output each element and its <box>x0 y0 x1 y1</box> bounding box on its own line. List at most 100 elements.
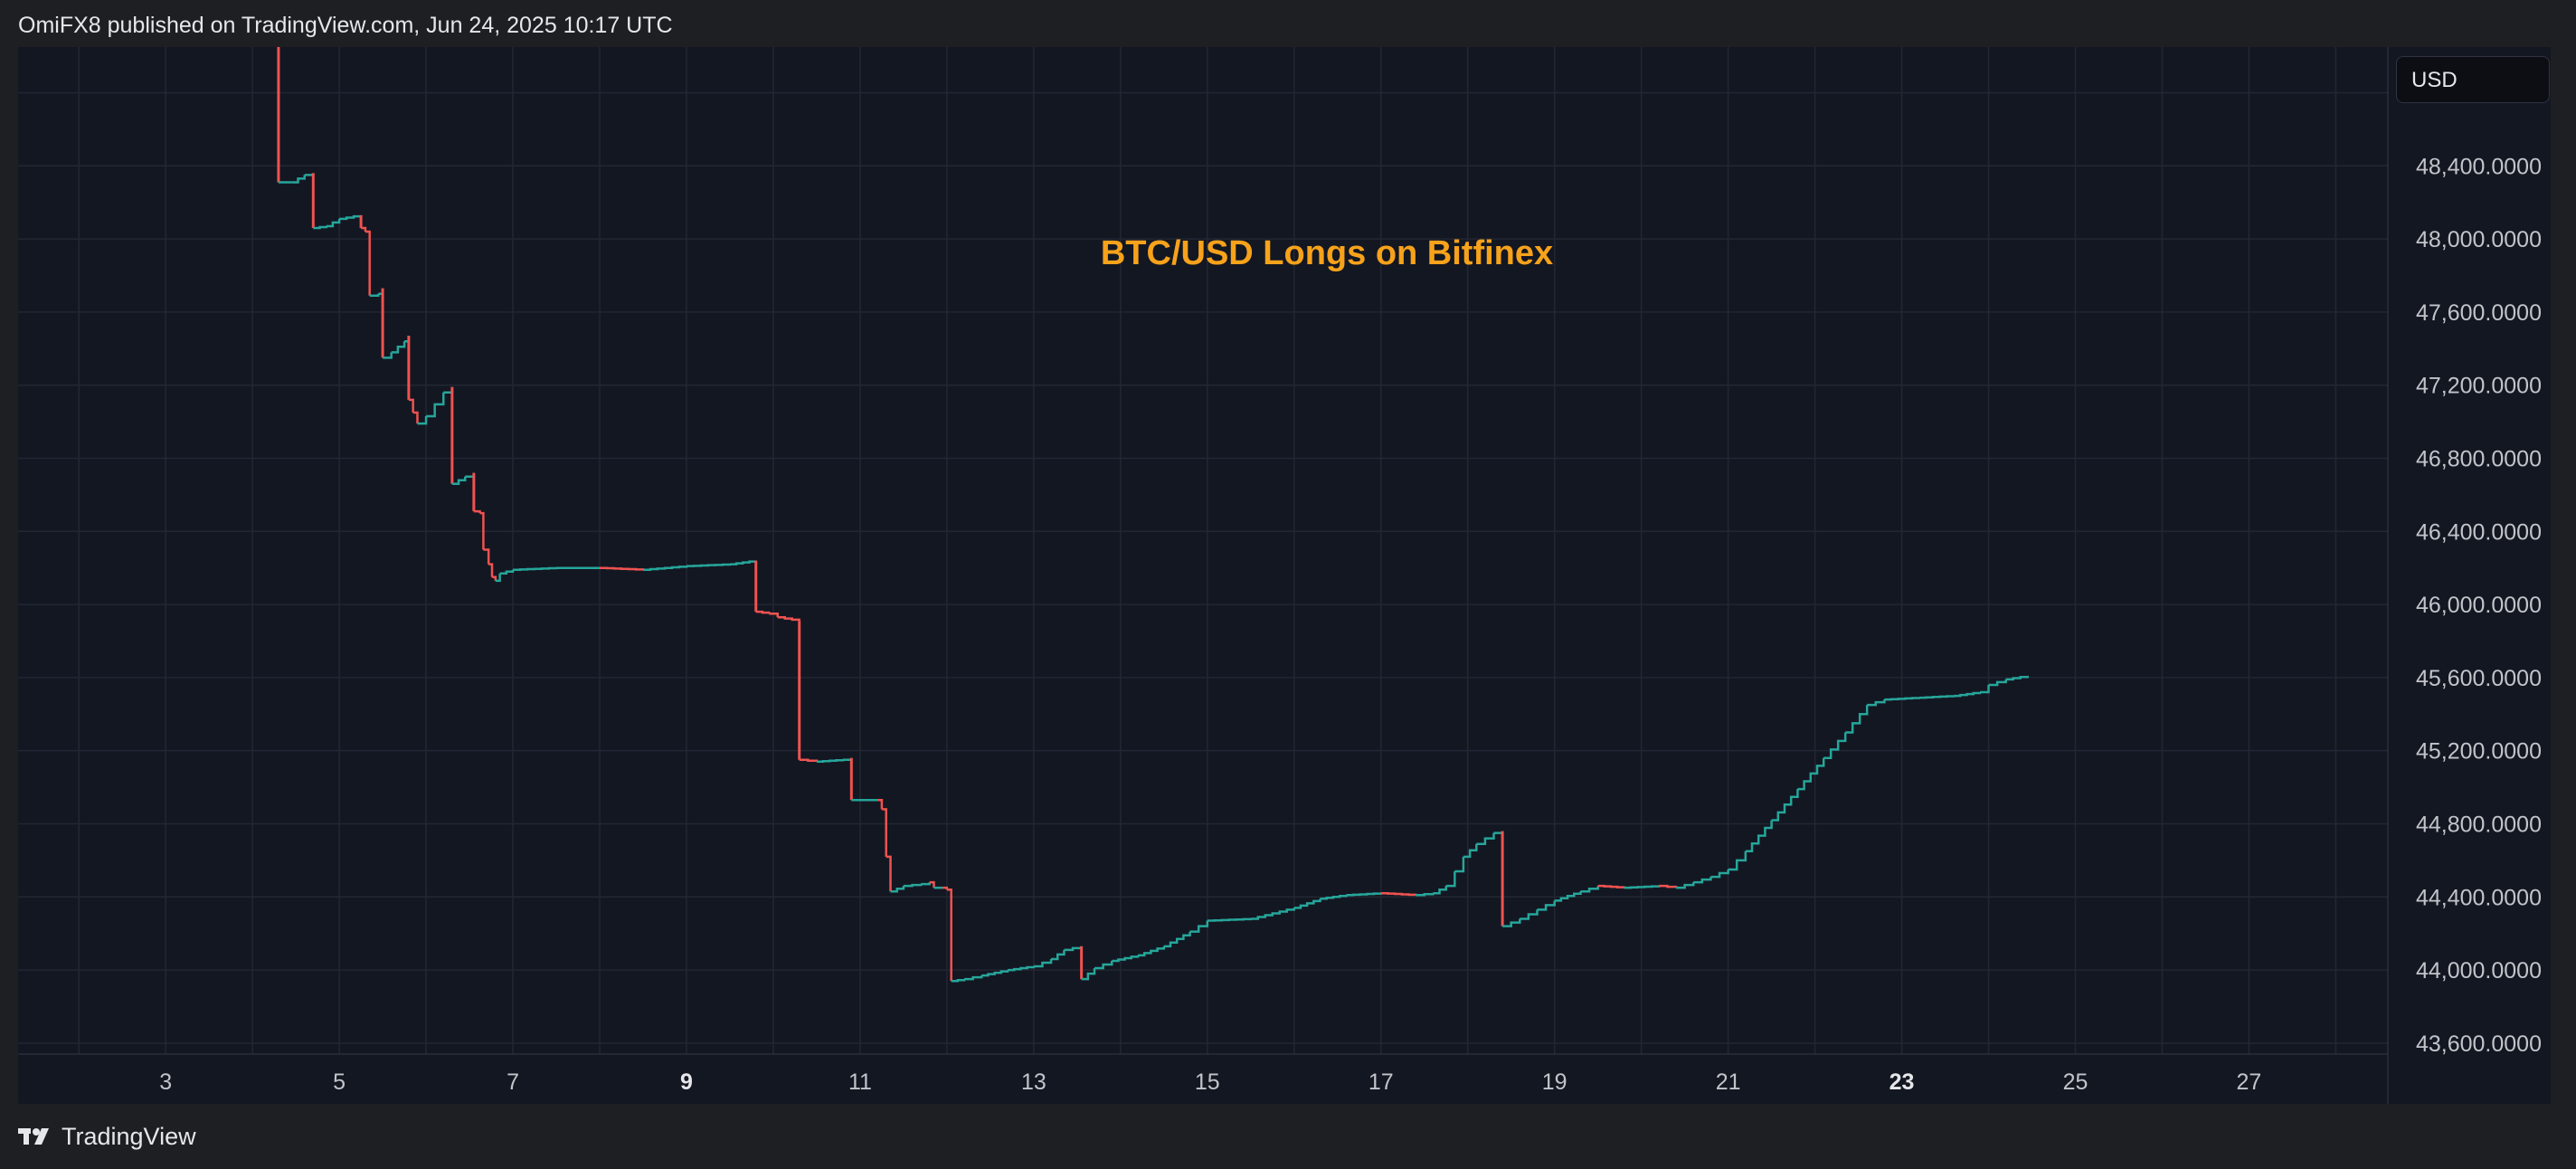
chart-svg[interactable]: 48,400.0000 48,000.0000 47,600.0000 47,200.… <box>18 47 2551 1104</box>
series-segment-up <box>816 759 844 764</box>
series-segment-down <box>600 566 645 571</box>
series-segment-up <box>981 970 1009 977</box>
x-tick-label: 5 <box>333 1069 346 1095</box>
series-segment-up <box>291 175 306 184</box>
series-segment-down <box>777 615 800 622</box>
series-segment-up <box>1189 920 1209 933</box>
series-segment-up <box>951 978 966 983</box>
x-tick-label: 25 <box>2063 1069 2088 1095</box>
series-layer <box>277 47 2029 983</box>
series-segment-up <box>1502 918 1521 927</box>
chart-title: BTC/USD Longs on Bitfinex <box>1101 234 1553 272</box>
series-segment-down <box>408 398 414 413</box>
series-segment-down <box>755 610 771 614</box>
series-segment-up <box>1954 691 1982 698</box>
grid-layer <box>18 47 2388 1054</box>
series-segment-up <box>1979 684 1990 694</box>
series-segment-up <box>1728 851 1747 871</box>
y-tick-label: 48,400.0000 <box>2416 154 2542 179</box>
y-tick-label: 43,600.0000 <box>2416 1031 2542 1057</box>
x-tick-label: 23 <box>1889 1069 1915 1095</box>
series-segment-up <box>391 341 406 354</box>
series-segment-up <box>1624 885 1661 889</box>
series-segment-up <box>890 886 905 893</box>
series-segment-up <box>1710 869 1729 879</box>
series-segment-up <box>1797 757 1825 791</box>
y-tick-label: 46,000.0000 <box>2416 593 2542 618</box>
series-segment-up <box>921 882 931 886</box>
y-tick-label: 47,200.0000 <box>2416 374 2542 399</box>
x-tick-label: 7 <box>507 1069 519 1095</box>
series-segment-up <box>383 352 393 359</box>
y-tick-label: 44,400.0000 <box>2416 885 2542 910</box>
y-tick-label: 45,600.0000 <box>2416 666 2542 691</box>
series-segment-down <box>412 411 419 424</box>
x-tick-label: 19 <box>1542 1069 1567 1095</box>
series-segment-up <box>903 883 923 888</box>
series-segment-down <box>1597 884 1625 889</box>
y-tick-label: 46,400.0000 <box>2416 519 2542 545</box>
series-segment-up <box>1008 965 1036 972</box>
series-segment-up <box>729 560 758 565</box>
series-segment-up <box>313 225 327 230</box>
series-segment-up <box>1693 877 1712 884</box>
series-segment-up <box>1064 946 1083 952</box>
series-segment-up <box>1138 946 1166 957</box>
x-tick-label: 21 <box>1716 1069 1741 1095</box>
series-segment-down <box>799 758 819 763</box>
series-segment-up <box>642 565 688 571</box>
series-segment-up <box>451 476 467 486</box>
series-segment-up <box>1745 820 1773 853</box>
series-segment-up <box>1445 871 1456 888</box>
series-segment-up <box>1554 891 1582 902</box>
series-segment-down <box>942 886 949 890</box>
series-segment-down <box>1380 891 1417 897</box>
series-segment-up <box>1988 679 2007 687</box>
y-tick-label: 45,200.0000 <box>2416 739 2542 765</box>
series-segment-up <box>1520 909 1539 920</box>
series-segment-up <box>2005 675 2029 681</box>
series-segment-down <box>488 563 494 577</box>
series-segment-down <box>769 612 779 618</box>
series-segment-up <box>1454 856 1465 873</box>
series-segment-up <box>1845 705 1869 734</box>
chart-area[interactable]: 48,400.0000 48,000.0000 47,600.0000 47,200.… <box>18 47 2551 1104</box>
series-segment-down <box>1658 884 1678 889</box>
series-segment-down <box>479 511 485 550</box>
series-segment-up <box>495 573 501 583</box>
series-segment-up <box>1580 886 1599 893</box>
x-tick-label: 11 <box>848 1069 872 1095</box>
series-segment-up <box>326 218 341 228</box>
y-tick-label: 48,000.0000 <box>2416 227 2542 252</box>
series-segment-up <box>1771 789 1799 822</box>
series-segment-up <box>686 563 732 567</box>
series-segment-up <box>1476 832 1495 845</box>
y-tick-label: 46,800.0000 <box>2416 446 2542 471</box>
x-tick-label: 13 <box>1021 1069 1046 1095</box>
series-segment-up <box>426 392 445 418</box>
series-segment-up <box>1081 968 1096 981</box>
series-segment-up <box>1293 898 1321 909</box>
tradingview-logo-icon[interactable] <box>18 1126 54 1146</box>
series-segment-down <box>483 548 490 565</box>
series-segment-up <box>1416 893 1435 897</box>
series-segment-up <box>499 569 515 575</box>
currency-selector[interactable]: USD <box>2396 56 2550 103</box>
series-segment-down <box>881 808 887 857</box>
series-segment-up <box>339 214 363 221</box>
series-segment-down <box>886 855 892 892</box>
series-segment-up <box>1207 917 1253 922</box>
series-segment-down <box>929 880 935 889</box>
series-segment-up <box>1320 895 1348 900</box>
x-tick-label: 15 <box>1195 1069 1220 1095</box>
series-segment-up <box>1163 931 1191 948</box>
series-segment-up <box>1884 697 1921 701</box>
tradingview-brand[interactable]: TradingView <box>62 1122 196 1150</box>
series-segment-up <box>1433 886 1447 895</box>
series-segment-down <box>365 230 371 296</box>
series-segment-up <box>1676 882 1695 889</box>
series-segment-up <box>1051 949 1065 961</box>
x-tick-label: 17 <box>1368 1069 1394 1095</box>
series-segment-down <box>877 798 884 810</box>
